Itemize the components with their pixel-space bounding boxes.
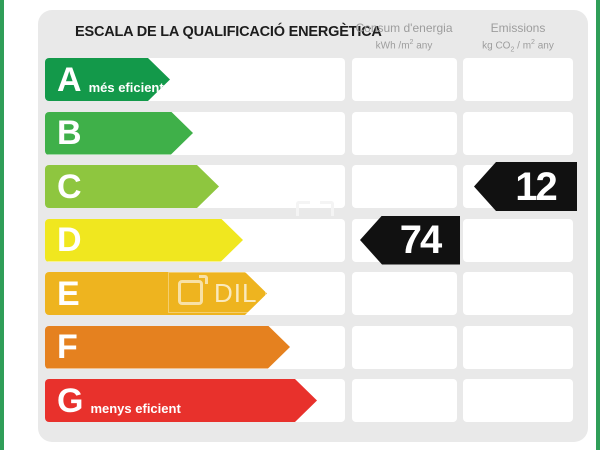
emissions-cell — [463, 379, 573, 422]
rating-bar: E — [45, 272, 267, 315]
green-border-left — [0, 0, 4, 450]
emissions-column-label: Emissions — [490, 21, 546, 35]
rating-letter: D — [57, 221, 82, 259]
efficiency-label: menys eficient — [90, 401, 181, 416]
energy-scale-panel: ESCALA DE LA QUALIFICACIÓ ENERGÈTICA Con… — [38, 10, 588, 442]
scale-row: F — [38, 325, 588, 369]
emissions-cell: 12 — [463, 162, 577, 211]
efficiency-label: més eficient — [88, 80, 164, 95]
row-track: C — [45, 165, 345, 208]
rating-letter: E — [57, 274, 80, 313]
row-track: G menys eficient — [45, 379, 345, 422]
consumption-column-label: Consum d'energia — [355, 21, 453, 35]
scale-rows: A més eficient B C 12 — [38, 58, 588, 433]
emissions-cell — [463, 325, 573, 369]
rating-bar: F — [45, 326, 290, 369]
consumption-column-unit: kWh /m2 any — [375, 39, 433, 52]
emissions-value-arrow: 12 — [474, 162, 577, 211]
consumption-cell — [352, 272, 457, 315]
rating-bar: D — [45, 219, 243, 262]
rating-letter: C — [57, 167, 82, 206]
consumption-cell — [352, 379, 457, 422]
row-track: E — [45, 272, 345, 315]
emissions-column-unit: kg CO2 / m2 any — [482, 39, 554, 54]
scale-row: D 74 — [38, 215, 588, 265]
emissions-cell — [463, 111, 573, 155]
scale-row: G menys eficient — [38, 379, 588, 422]
row-track: D — [45, 218, 345, 262]
consumption-value-arrow: 74 — [360, 215, 460, 265]
scale-row: C 12 — [38, 162, 588, 211]
rating-bar: C — [45, 165, 219, 208]
rating-letter: G — [57, 381, 84, 420]
rating-bar: B — [45, 112, 193, 155]
consumption-cell — [352, 325, 457, 369]
consumption-cell — [352, 58, 457, 101]
rating-letter: F — [57, 328, 78, 366]
emissions-cell — [463, 218, 573, 262]
rating-bar: A més eficient — [45, 58, 170, 101]
consumption-column-header: Consum d'energia kWh /m2 any — [348, 21, 460, 52]
rating-bar: G menys eficient — [45, 379, 317, 422]
consumption-cell — [352, 111, 457, 155]
scale-row: A més eficient — [38, 58, 588, 101]
row-track: F — [45, 325, 345, 369]
green-border-right — [596, 0, 600, 450]
emissions-cell — [463, 272, 573, 315]
rating-letter: B — [57, 114, 82, 152]
scale-title: ESCALA DE LA QUALIFICACIÓ ENERGÈTICA — [75, 24, 382, 40]
row-track: A més eficient — [45, 58, 345, 101]
value-number: 74 — [399, 218, 442, 262]
consumption-cell — [352, 165, 457, 208]
value-number: 12 — [515, 164, 557, 209]
emissions-column-header: Emissions kg CO2 / m2 any — [460, 21, 576, 56]
rating-letter: A — [57, 60, 82, 99]
row-track: B — [45, 111, 345, 155]
scale-row: E — [38, 272, 588, 315]
scale-row: B — [38, 111, 588, 155]
consumption-cell: 74 — [352, 215, 460, 265]
emissions-cell — [463, 58, 573, 101]
